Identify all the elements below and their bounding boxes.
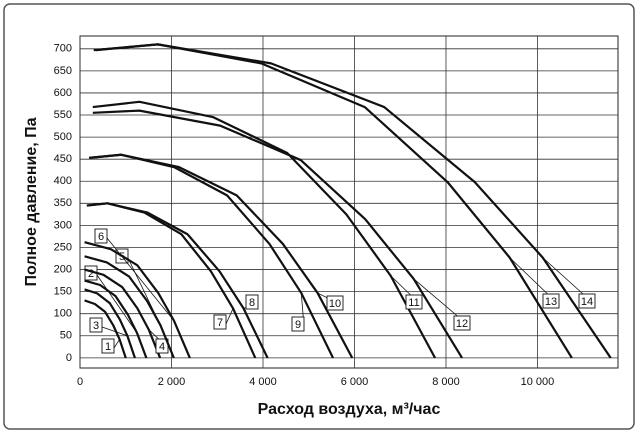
fan-curve <box>84 241 191 359</box>
fan-curve <box>84 255 175 359</box>
label-box <box>542 293 560 309</box>
legend-label: 4 <box>159 341 165 353</box>
leader-line <box>96 274 138 334</box>
y-tick-label: 500 <box>54 131 72 143</box>
fan-curve <box>84 279 148 359</box>
y-tick-label: 200 <box>54 263 72 275</box>
y-tick-label: 250 <box>54 241 72 253</box>
y-tick-label: 300 <box>54 219 72 231</box>
label-box <box>89 317 103 333</box>
label-box <box>101 338 115 354</box>
y-tick-label: 550 <box>54 109 72 121</box>
fan-curve <box>92 109 463 359</box>
fan-curve <box>86 202 269 359</box>
x-tick-label: 8 000 <box>432 376 460 388</box>
fan-curve <box>84 299 127 359</box>
y-tick-label: 350 <box>54 197 72 209</box>
legend-label: 10 <box>329 298 341 310</box>
leader-line <box>106 237 175 322</box>
leader-line <box>225 308 234 325</box>
y-tick-label: 600 <box>54 87 72 99</box>
leader-line <box>101 326 128 337</box>
legend-label: 12 <box>456 318 468 330</box>
label-box <box>326 295 344 311</box>
y-tick-label: 50 <box>60 330 72 342</box>
fan-curve <box>84 288 136 359</box>
leader-line <box>127 257 161 326</box>
label-box <box>578 293 596 309</box>
legend-label: 8 <box>249 297 255 309</box>
legend-label: 7 <box>217 317 223 329</box>
y-tick-label: 400 <box>54 175 72 187</box>
x-tick-label: 6 000 <box>341 376 369 388</box>
x-tick-label: 2 000 <box>158 376 186 388</box>
legend-label: 2 <box>88 268 94 280</box>
label-box <box>94 228 108 244</box>
y-tick-label: 0 <box>66 352 72 364</box>
x-tick-label: 10 000 <box>521 376 555 388</box>
y-tick-label: 450 <box>54 153 72 165</box>
label-box <box>213 314 227 330</box>
legend-label: 11 <box>408 297 419 309</box>
legend-label: 6 <box>98 231 104 243</box>
x-axis-title: Расход воздуха, м³/час <box>258 401 441 418</box>
label-box <box>405 294 423 310</box>
y-tick-label: 150 <box>54 286 72 298</box>
x-tick-label: 0 <box>77 376 83 388</box>
y-tick-label: 100 <box>54 308 72 320</box>
y-axis-title: Полное давление, Па <box>23 117 40 286</box>
legend-label: 3 <box>93 320 99 332</box>
leader-line <box>113 339 120 349</box>
label-box <box>453 315 471 331</box>
y-tick-label: 650 <box>54 65 72 77</box>
x-tick-label: 4 000 <box>249 376 277 388</box>
legend-label: 1 <box>105 341 111 353</box>
legend-label: 9 <box>295 319 301 331</box>
label-box <box>291 316 305 332</box>
label-box <box>245 294 259 310</box>
legend-label: 13 <box>545 296 557 308</box>
y-tick-label: 700 <box>54 43 72 55</box>
legend-label: 14 <box>581 296 593 308</box>
fan-curve <box>84 268 162 359</box>
